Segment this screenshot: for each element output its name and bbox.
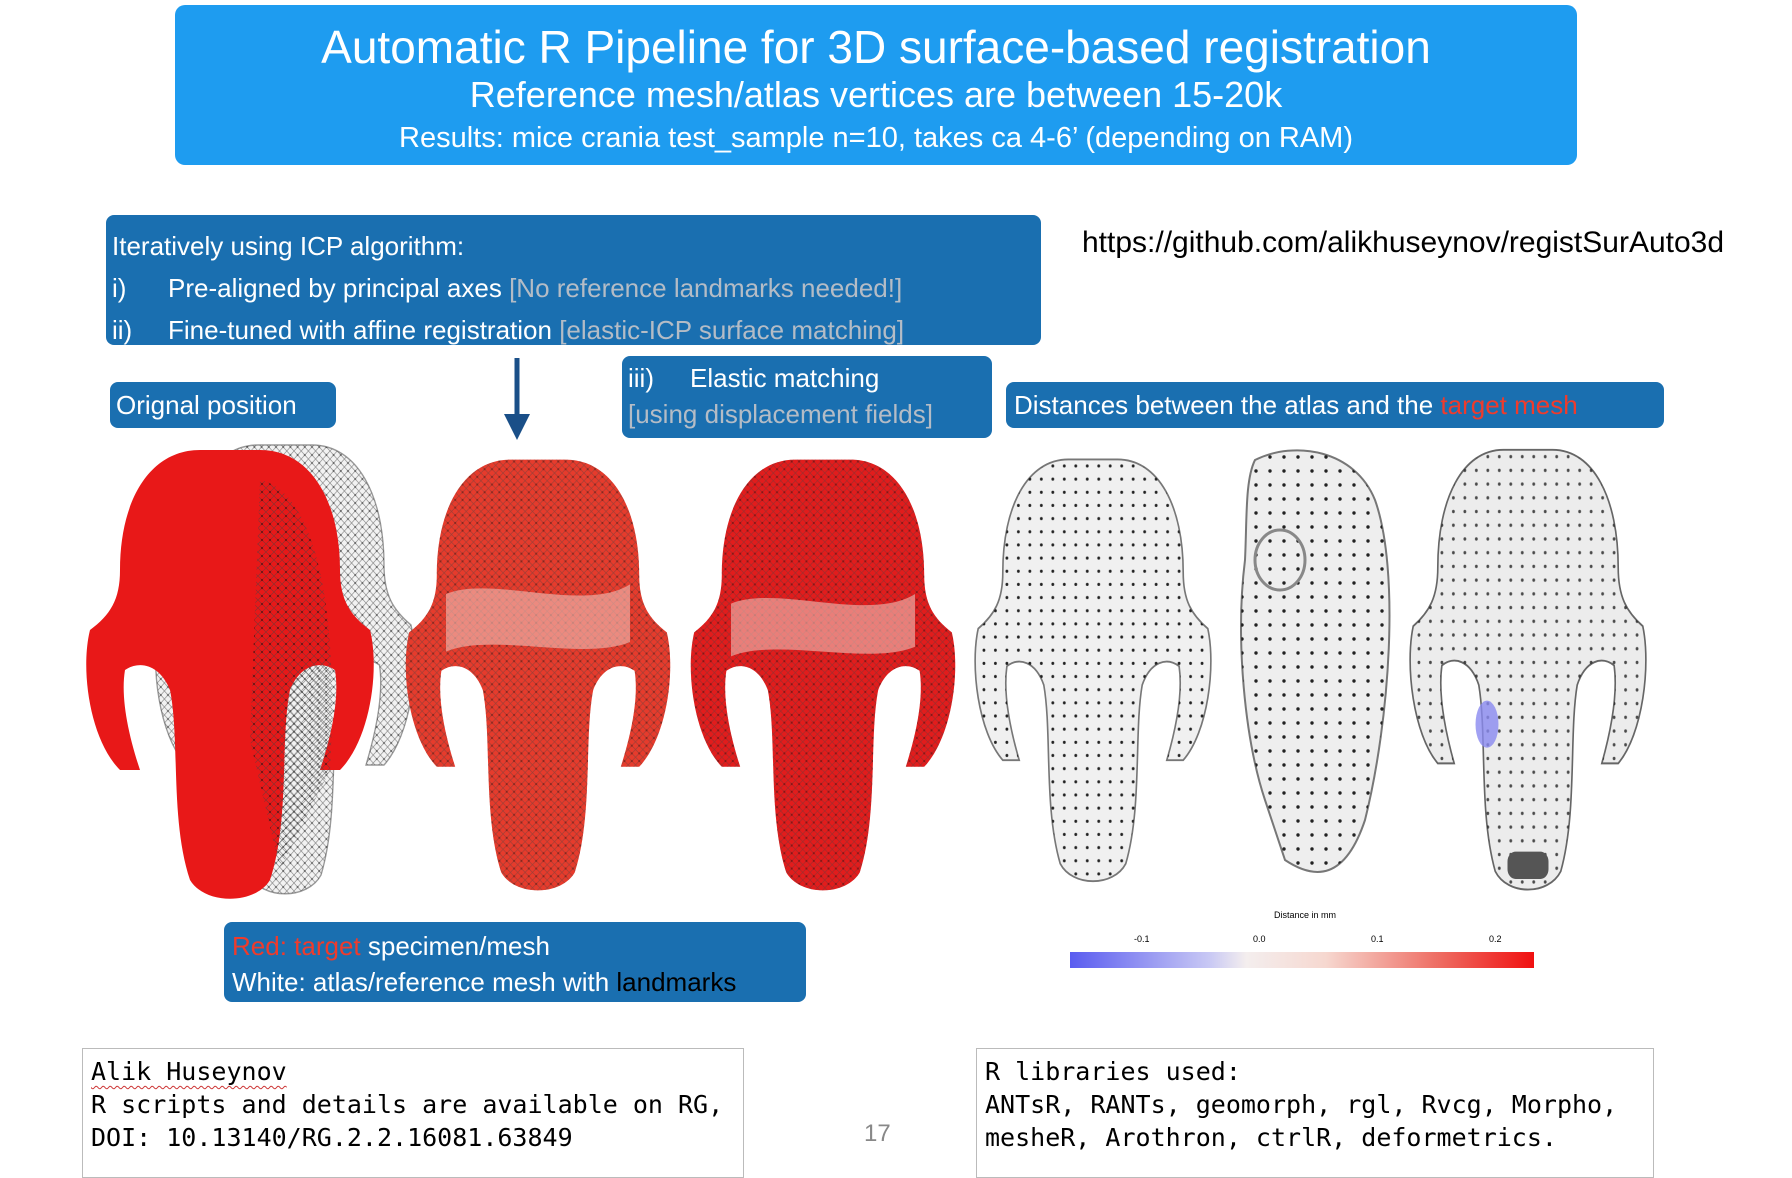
elastic-note: [using displacement fields] xyxy=(628,399,933,429)
slide-title: Automatic R Pipeline for 3D surface-base… xyxy=(321,21,1431,73)
original-position-label: Orignal position xyxy=(110,382,336,428)
icp-step-2-note: [elastic-ICP surface matching] xyxy=(559,315,905,345)
icp-step-1-note: [No reference landmarks needed!] xyxy=(509,273,903,303)
color-legend-box: Red: target specimen/mesh White: atlas/r… xyxy=(224,922,806,1002)
legend-white-prefix: White: atlas/reference mesh with xyxy=(232,967,617,997)
scale-tick: -0.1 xyxy=(1134,934,1150,944)
skull-icp-aligned xyxy=(405,459,671,891)
icp-step-2: ii) Fine-tuned with affine registration … xyxy=(112,309,1035,351)
github-url[interactable]: https://github.com/alikhuseynov/registSu… xyxy=(1082,226,1725,259)
legend-white-highlight: landmarks xyxy=(616,967,737,997)
icp-description-box: Iteratively using ICP algorithm: i) Pre-… xyxy=(106,215,1041,345)
results-line: Results: mice crania test_sample n=10, t… xyxy=(399,122,1353,154)
distances-highlight: target mesh xyxy=(1440,390,1578,420)
scale-title: Distance in mm xyxy=(1273,910,1336,920)
author-box: Alik Huseynov R scripts and details are … xyxy=(82,1048,744,1178)
slide-subtitle: Reference mesh/atlas vertices are betwee… xyxy=(469,74,1283,115)
skull-renderings xyxy=(86,444,1647,899)
elastic-num: iii) xyxy=(628,363,654,393)
elastic-text: Elastic matching xyxy=(690,363,880,393)
legend-red-word: Red: target xyxy=(232,931,361,961)
libraries-box: R libraries used: ANTsR, RANTs, geomorph… xyxy=(976,1048,1654,1178)
title-banner: Automatic R Pipeline for 3D surface-base… xyxy=(175,5,1577,165)
libs-heading: R libraries used: xyxy=(985,1057,1241,1086)
skull-elastic-matched xyxy=(690,459,956,891)
libs-line-2: mesheR, Arothron, ctrlR, deformetrics. xyxy=(985,1123,1557,1152)
skull-original xyxy=(86,444,416,899)
scale-tick: 0.0 xyxy=(1253,934,1266,944)
icp-step-2-num: ii) xyxy=(112,315,133,345)
page-number: 17 xyxy=(864,1120,891,1147)
scale-tick: 0.2 xyxy=(1489,934,1502,944)
skull-distance-dorsal xyxy=(974,458,1212,883)
legend-red-rest: specimen/mesh xyxy=(360,931,550,961)
author-name: Alik Huseynov xyxy=(91,1057,287,1086)
distance-colorbar xyxy=(1070,952,1534,968)
icp-step-1: i) Pre-aligned by principal axes [No ref… xyxy=(112,267,1035,309)
doi-line: DOI: 10.13140/RG.2.2.16081.63849 xyxy=(91,1123,573,1152)
skull-distance-ventral xyxy=(1409,448,1647,891)
icp-step-2-text: Fine-tuned with affine registration xyxy=(168,315,560,345)
icp-heading: Iteratively using ICP algorithm: xyxy=(112,231,465,261)
icp-step-1-text: Pre-aligned by principal axes xyxy=(168,273,510,303)
libs-line-1: ANTsR, RANTs, geomorph, rgl, Rvcg, Morph… xyxy=(985,1090,1618,1119)
down-arrow-icon xyxy=(504,358,530,440)
scripts-line: R scripts and details are available on R… xyxy=(91,1090,724,1119)
distances-label: Distances between the atlas and the targ… xyxy=(1006,382,1664,428)
distances-prefix: Distances between the atlas and the xyxy=(1014,390,1441,420)
elastic-matching-box: iii) Elastic matching [using displacement… xyxy=(622,356,992,438)
skull-distance-lateral xyxy=(1240,449,1391,873)
scale-tick: 0.1 xyxy=(1371,934,1384,944)
icp-step-1-num: i) xyxy=(112,273,127,303)
